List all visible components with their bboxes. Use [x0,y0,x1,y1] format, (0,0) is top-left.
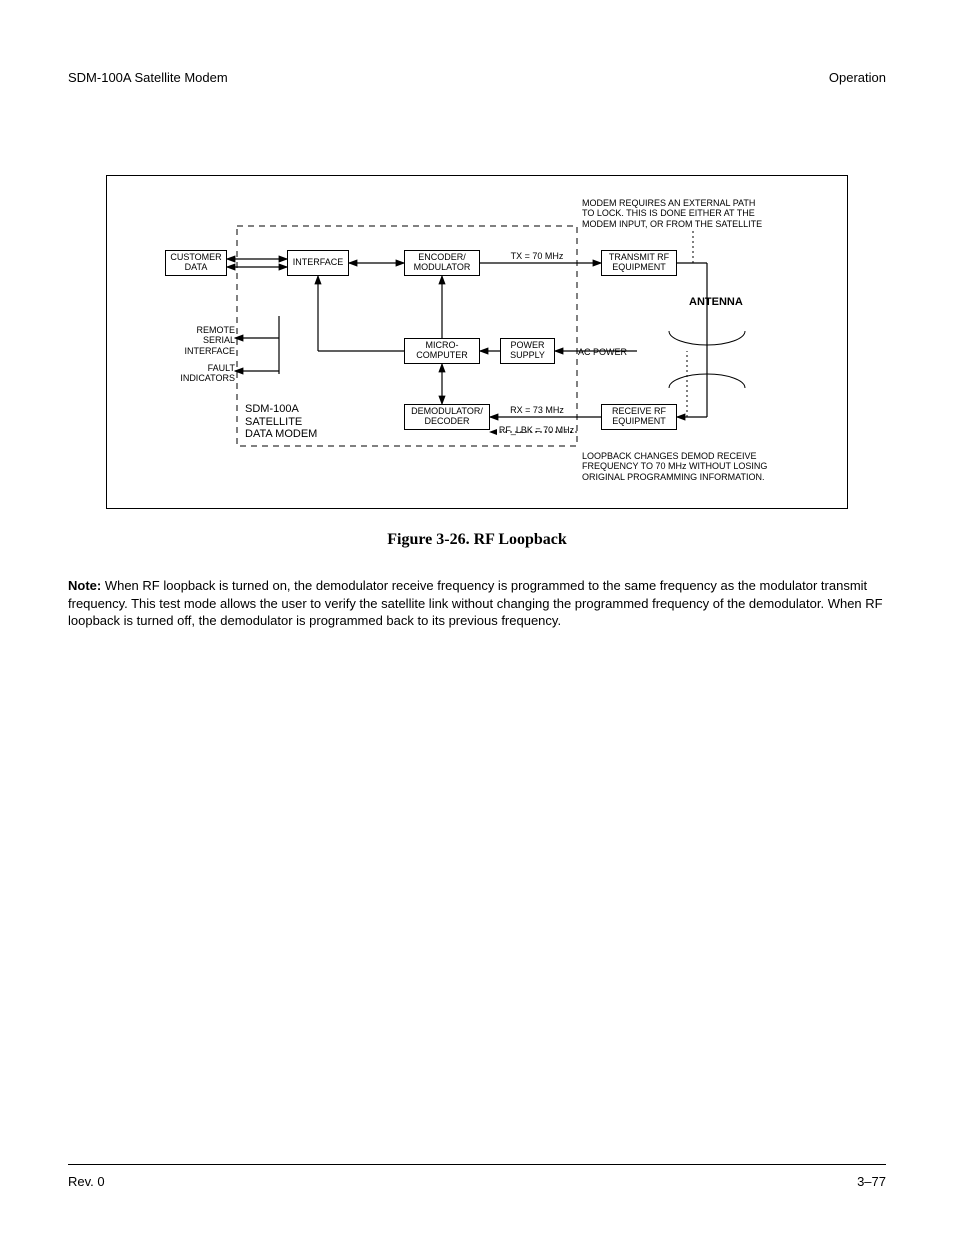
note-body: When RF loopback is turned on, the demod… [68,578,883,628]
label-ac-power: AC POWER [578,347,638,357]
label-modem-title: SDM-100ASATELLITEDATA MODEM [245,403,355,441]
label-tx-freq: TX = 70 MHz [497,251,577,261]
node-rx-equip: RECEIVE RFEQUIPMENT [601,404,677,430]
note-paragraph: Note: When RF loopback is turned on, the… [68,577,886,630]
page-footer: Rev. 0 3–77 [68,1174,886,1189]
node-power: POWERSUPPLY [500,338,555,364]
header-right: Operation [829,70,886,85]
note-label: Note: [68,578,101,593]
page-header: SDM-100A Satellite Modem Operation [68,70,886,85]
label-rx-freq: RX = 73 MHz [497,405,577,415]
label-remote-serial: REMOTESERIALINTERFACE [167,325,235,356]
node-demod: DEMODULATOR/DECODER [404,404,490,430]
header-left: SDM-100A Satellite Modem [68,70,228,85]
rf-loopback-diagram: CUSTOMERDATA INTERFACE ENCODER/MODULATOR TR… [106,175,848,509]
node-customer-data: CUSTOMERDATA [165,250,227,276]
label-rf-lbk: RF_LBK = 70 MHz [489,425,584,435]
label-antenna: ANTENNA [689,296,759,309]
footer-rule [68,1164,886,1165]
footer-left: Rev. 0 [68,1174,105,1189]
page: SDM-100A Satellite Modem Operation CUSTO… [0,0,954,1235]
node-tx-equip: TRANSMIT RFEQUIPMENT [601,250,677,276]
label-bot-note: LOOPBACK CHANGES DEMOD RECEIVEFREQUENCY … [582,451,807,482]
label-fault: FAULTINDICATORS [167,363,235,384]
node-interface: INTERFACE [287,250,349,276]
label-top-note: MODEM REQUIRES AN EXTERNAL PATHTO LOCK. … [582,198,797,229]
node-micro: MICRO-COMPUTER [404,338,480,364]
figure-caption: Figure 3-26. RF Loopback [68,531,886,549]
footer-right: 3–77 [857,1174,886,1189]
node-encoder: ENCODER/MODULATOR [404,250,480,276]
